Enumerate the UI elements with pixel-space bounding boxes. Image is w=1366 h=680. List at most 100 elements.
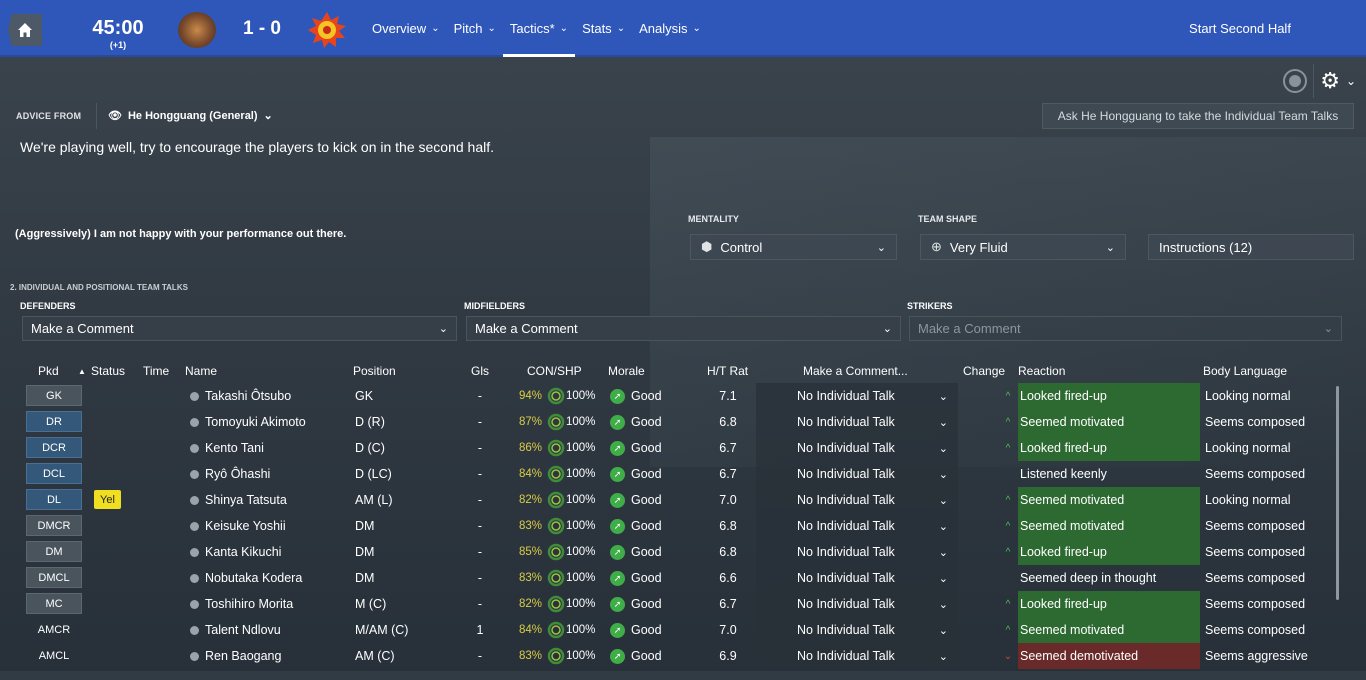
- nav-analysis[interactable]: Analysis ⌄: [632, 0, 708, 57]
- info-icon[interactable]: [189, 461, 199, 487]
- col-goals[interactable]: Gls: [471, 364, 489, 378]
- individual-talk-dropdown[interactable]: No Individual Talk ⌄: [756, 383, 958, 409]
- chevron-down-icon: ⌄: [938, 494, 948, 507]
- position-picked-button[interactable]: DR: [26, 411, 82, 432]
- player-name[interactable]: Toshihiro Morita: [205, 597, 294, 611]
- individual-talk-dropdown[interactable]: No Individual Talk ⌄: [756, 409, 958, 435]
- player-name[interactable]: Kanta Kikuchi: [205, 545, 282, 559]
- individual-talk-dropdown[interactable]: No Individual Talk ⌄: [756, 591, 958, 617]
- player-name[interactable]: Talent Ndlovu: [205, 623, 281, 637]
- player-name[interactable]: Ren Baogang: [205, 649, 282, 663]
- gear-icon[interactable]: ⚙: [1320, 68, 1340, 93]
- info-icon[interactable]: [189, 565, 199, 591]
- info-icon[interactable]: [189, 617, 199, 643]
- defenders-comment-dropdown[interactable]: Make a Comment ⌄: [22, 316, 457, 341]
- col-con-shp[interactable]: CON/SHP: [527, 364, 582, 378]
- chevron-down-icon[interactable]: ⌄: [1345, 74, 1356, 88]
- col-reaction[interactable]: Reaction: [1018, 364, 1066, 378]
- position-picked-button[interactable]: MC: [26, 593, 82, 614]
- col-morale[interactable]: Morale: [608, 364, 645, 378]
- position-picked-button[interactable]: DMCL: [26, 567, 82, 588]
- player-name[interactable]: Keisuke Yoshii: [205, 519, 286, 533]
- toolbar-icons: ⚙ ⌄: [1283, 64, 1356, 98]
- col-ht-rating[interactable]: H/T Rat: [707, 364, 749, 378]
- individual-talk-dropdown[interactable]: No Individual Talk ⌄: [756, 617, 958, 643]
- player-sharpness: 100%: [566, 546, 596, 558]
- table-row[interactable]: DMCR Keisuke Yoshii DM - 83% 100% ➚ Good 6.8 No I…: [0, 513, 1366, 539]
- individual-talk-dropdown[interactable]: No Individual Talk ⌄: [756, 461, 958, 487]
- position-picked-button[interactable]: AMCR: [37, 623, 71, 636]
- table-row[interactable]: DCR Kento Tani D (C) - 86% 100% ➚ Good 6.7 No Ind…: [0, 435, 1366, 461]
- col-position[interactable]: Position: [353, 364, 396, 378]
- dropdown-value: No Individual Talk: [797, 441, 895, 455]
- mentality-dropdown[interactable]: ⬢ Control ⌄: [690, 234, 897, 260]
- nav-stats[interactable]: Stats ⌄: [575, 0, 632, 57]
- individual-talk-dropdown[interactable]: No Individual Talk ⌄: [756, 643, 958, 669]
- table-row[interactable]: DCL Ryô Ôhashi D (LC) - 84% 100% ➚ Good 6.7 No In…: [0, 461, 1366, 487]
- player-condition: 84%: [518, 468, 542, 480]
- midfielders-comment-dropdown[interactable]: Make a Comment ⌄: [466, 316, 901, 341]
- advisor-selector[interactable]: 👁 He Hongguang (General) ⌄: [108, 109, 273, 123]
- home-button[interactable]: [8, 14, 42, 46]
- position-picked-button[interactable]: DM: [26, 541, 82, 562]
- arrow-up-icon: ^: [1005, 494, 1011, 506]
- position-picked-button[interactable]: DCR: [26, 437, 82, 458]
- player-name[interactable]: Kento Tani: [205, 441, 264, 455]
- table-row[interactable]: AMCL Ren Baogang AM (C) - 83% 100% ➚ Good 6.9 No …: [0, 643, 1366, 669]
- table-row[interactable]: DR Tomoyuki Akimoto D (R) - 87% 100% ➚ Good 6.8 N…: [0, 409, 1366, 435]
- player-name[interactable]: Shinya Tatsuta: [205, 493, 287, 507]
- col-change[interactable]: Change: [963, 364, 1006, 378]
- table-row[interactable]: DMCL Nobutaka Kodera DM - 83% 100% ➚ Good 6.6 No …: [0, 565, 1366, 591]
- arrow-down-icon: ⌄: [1003, 650, 1013, 662]
- player-name[interactable]: Ryô Ôhashi: [205, 467, 271, 481]
- info-icon[interactable]: [189, 487, 199, 513]
- position-picked-button[interactable]: GK: [26, 385, 82, 406]
- player-name[interactable]: Takashi Ôtsubo: [205, 389, 292, 403]
- info-icon[interactable]: [189, 383, 199, 409]
- table-row[interactable]: AMCR Talent Ndlovu M/AM (C) 1 84% 100% ➚ Good 7.…: [0, 617, 1366, 643]
- instructions-button[interactable]: Instructions (12): [1148, 234, 1354, 260]
- col-time[interactable]: Time: [143, 364, 170, 378]
- nav-pitch[interactable]: Pitch ⌄: [447, 0, 503, 57]
- table-row[interactable]: DL Yel Shinya Tatsuta AM (L) - 82% 100% ➚ Good 7.…: [0, 487, 1366, 513]
- nav-overview[interactable]: Overview ⌄: [365, 0, 447, 57]
- info-icon[interactable]: [189, 643, 199, 669]
- individual-talk-dropdown[interactable]: No Individual Talk ⌄: [756, 435, 958, 461]
- team-shape-dropdown[interactable]: ⊕ Very Fluid ⌄: [920, 234, 1126, 260]
- record-icon[interactable]: [1283, 69, 1308, 93]
- chevron-down-icon: ⌄: [938, 390, 948, 403]
- position-picked-button[interactable]: DCL: [26, 463, 82, 484]
- condition-ring-icon: [546, 617, 566, 643]
- position-picked-button[interactable]: AMCL: [38, 649, 70, 662]
- nav-tactics[interactable]: Tactics* ⌄: [502, 0, 576, 57]
- col-name[interactable]: Name: [185, 364, 218, 378]
- col-body-language[interactable]: Body Language: [1203, 364, 1288, 378]
- player-name[interactable]: Tomoyuki Akimoto: [205, 415, 306, 429]
- info-icon[interactable]: [189, 591, 199, 617]
- col-comment[interactable]: Make a Comment...: [803, 364, 908, 378]
- table-row[interactable]: MC Toshihiro Morita M (C) - 82% 100% ➚ Good 6.7 N…: [0, 591, 1366, 617]
- info-icon[interactable]: [189, 409, 199, 435]
- table-scrollbar[interactable]: [1336, 386, 1339, 600]
- ask-assistant-button[interactable]: Ask He Hongguang to take the Individual …: [1042, 103, 1354, 129]
- start-second-half-button[interactable]: Start Second Half: [1189, 21, 1291, 36]
- individual-talk-dropdown[interactable]: No Individual Talk ⌄: [756, 487, 958, 513]
- info-icon[interactable]: [189, 435, 199, 461]
- dropdown-value: No Individual Talk: [797, 467, 895, 481]
- position-picked-button[interactable]: DMCR: [26, 515, 82, 536]
- individual-talk-dropdown[interactable]: No Individual Talk ⌄: [756, 565, 958, 591]
- table-row[interactable]: DM Kanta Kikuchi DM - 85% 100% ➚ Good 6.8 No Indi…: [0, 539, 1366, 565]
- col-status[interactable]: Status: [91, 364, 126, 378]
- info-icon[interactable]: [189, 513, 199, 539]
- individual-talk-dropdown[interactable]: No Individual Talk ⌄: [756, 539, 958, 565]
- table-row[interactable]: GK Takashi Ôtsubo GK - 94% 100% ➚ Good 7.1 No Ind…: [0, 383, 1366, 409]
- condition-ring-icon: [546, 565, 566, 591]
- col-pkd[interactable]: Pkd: [38, 364, 59, 378]
- match-header: 45:00 (+1) 1 - 0 Overview ⌄ Pitch ⌄ Tactic…: [0, 0, 1366, 57]
- position-picked-button[interactable]: DL: [26, 489, 82, 510]
- arrow-up-icon: ^: [1005, 546, 1011, 558]
- info-icon[interactable]: [189, 539, 199, 565]
- player-name[interactable]: Nobutaka Kodera: [205, 571, 303, 585]
- individual-talk-dropdown[interactable]: No Individual Talk ⌄: [756, 513, 958, 539]
- strikers-comment-dropdown[interactable]: Make a Comment ⌄: [909, 316, 1342, 341]
